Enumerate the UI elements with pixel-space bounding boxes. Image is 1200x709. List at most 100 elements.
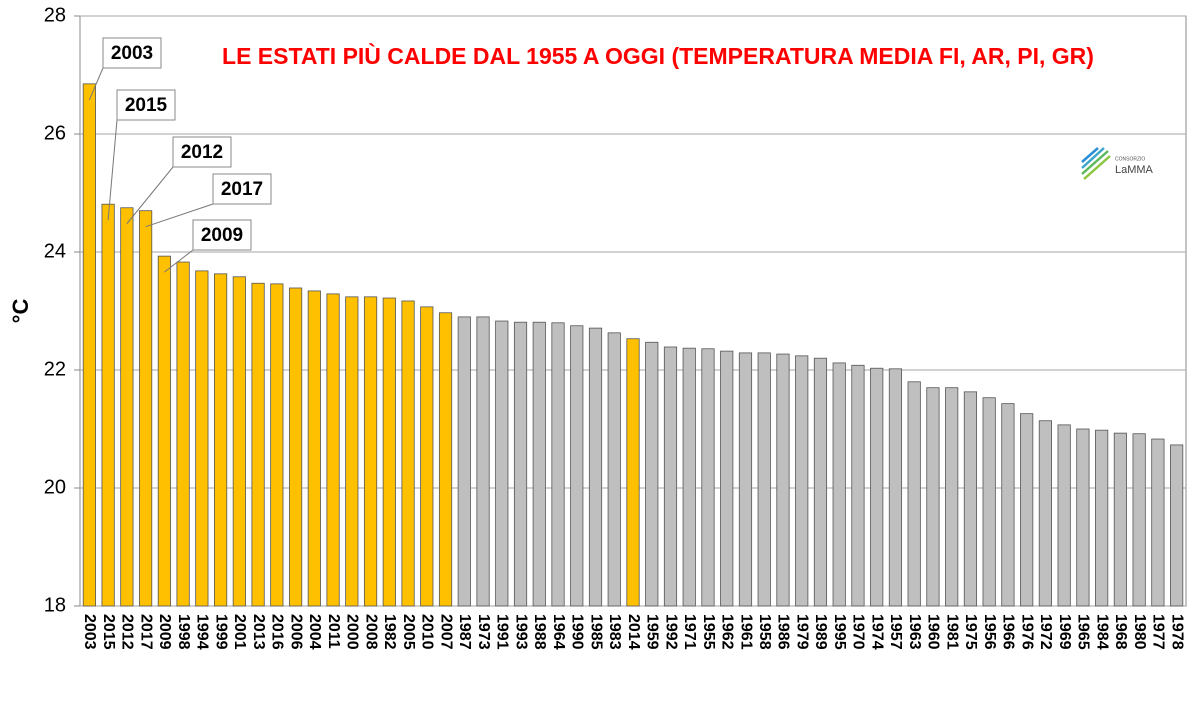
x-tick-label: 1955 (700, 614, 717, 650)
bar (195, 270, 209, 607)
y-axis-label: °C (8, 299, 33, 324)
x-tick-label: 1988 (531, 614, 548, 650)
bar (101, 203, 115, 607)
annotation-label: 2012 (181, 142, 223, 163)
bar (982, 397, 996, 607)
bar (82, 83, 96, 607)
bar (232, 276, 246, 607)
x-tick-label: 2006 (287, 614, 304, 650)
bar (1076, 428, 1090, 607)
x-tick-label: 1965 (1075, 614, 1092, 650)
x-tick-label: 2013 (250, 614, 267, 650)
x-tick-label: 1974 (868, 614, 885, 650)
annotation-label: 2009 (201, 225, 243, 246)
x-tick-label: 1986 (775, 614, 792, 650)
bar (139, 210, 153, 607)
x-tick-label: 1969 (1056, 614, 1073, 650)
x-tick-label: 1991 (494, 614, 511, 650)
x-tick-label: 1963 (906, 614, 923, 650)
x-tick-label: 1966 (1000, 614, 1017, 650)
x-tick-label: 2011 (325, 614, 342, 649)
x-tick-label: 2017 (137, 614, 154, 650)
annotation-box (116, 89, 176, 121)
x-tick-label: 2016 (269, 614, 286, 650)
bar (513, 321, 528, 607)
x-tick-label: 1992 (662, 614, 679, 650)
bar (345, 296, 359, 607)
x-tick-label: 1999 (212, 614, 229, 650)
bar (832, 362, 846, 607)
y-tick-label: 28 (44, 4, 66, 26)
x-tick-label: 2003 (81, 614, 98, 650)
bar (176, 261, 190, 607)
x-tick-label: 1981 (943, 614, 960, 650)
bar (907, 381, 921, 607)
x-tick-label: 1964 (550, 614, 567, 650)
bar (438, 312, 453, 607)
bar (1057, 424, 1071, 607)
x-tick-label: 1998 (175, 614, 192, 650)
annotation-leader (107, 119, 118, 221)
bar (888, 368, 903, 607)
y-tick-label: 18 (44, 594, 66, 616)
bar (307, 290, 321, 607)
bar (588, 327, 603, 607)
bar (214, 273, 228, 607)
bar (870, 367, 884, 607)
x-tick-label: 1960 (925, 614, 942, 650)
bar (120, 207, 134, 607)
annotation-box (212, 173, 272, 205)
bar (663, 346, 678, 607)
annotation-label: 2017 (221, 179, 263, 200)
x-tick-label: 2008 (362, 614, 379, 650)
x-tick-label: 1962 (718, 614, 735, 650)
bar (1095, 429, 1109, 607)
bar (1151, 438, 1165, 607)
x-tick-label: 1989 (812, 614, 829, 650)
x-tick-label: 2007 (437, 614, 454, 650)
x-tick-label: 2004 (306, 614, 323, 650)
bar (1132, 433, 1146, 607)
bar (532, 321, 546, 607)
x-tick-label: 1961 (737, 614, 754, 650)
bar (476, 316, 490, 607)
bar (626, 338, 640, 607)
bar (720, 350, 734, 607)
x-tick-label: 1980 (1131, 614, 1148, 650)
x-tick-label: 2009 (156, 614, 173, 650)
bar (270, 283, 284, 607)
x-tick-label: 1995 (831, 614, 848, 650)
bar (795, 355, 809, 607)
bar (701, 348, 715, 607)
x-tick-label: 1956 (981, 614, 998, 650)
bar (607, 332, 621, 607)
bar (682, 347, 696, 607)
y-tick-label: 26 (44, 122, 66, 144)
x-tick-label: 2012 (119, 614, 136, 650)
bar (495, 320, 509, 607)
x-tick-label: 1958 (756, 614, 773, 650)
logo-small: CONSORZIO (1115, 156, 1145, 162)
y-tick-label: 24 (44, 240, 66, 262)
bar (1170, 444, 1184, 607)
y-tick-label: 22 (44, 358, 66, 380)
bar (1001, 403, 1015, 607)
x-tick-label: 2015 (100, 614, 117, 650)
bar (251, 282, 265, 607)
x-tick-label: 2000 (344, 614, 361, 650)
x-tick-label: 1987 (456, 614, 473, 650)
x-tick-label: 2014 (625, 614, 642, 650)
annotation-leader (145, 203, 214, 228)
x-tick-label: 1978 (1168, 614, 1185, 650)
x-tick-label: 1990 (569, 614, 586, 650)
x-tick-label: 1970 (850, 614, 867, 650)
bar (382, 297, 396, 607)
logo: CONSORZIO LaMMA (1081, 147, 1154, 180)
x-tick-label: 1983 (606, 614, 623, 650)
x-tick-label: 2005 (400, 614, 417, 650)
chart-title: LE ESTATI PIÙ CALDE DAL 1955 A OGGI (TEM… (222, 42, 1094, 69)
bar (363, 296, 378, 607)
bar (851, 364, 865, 607)
annotation-leader (126, 166, 174, 225)
